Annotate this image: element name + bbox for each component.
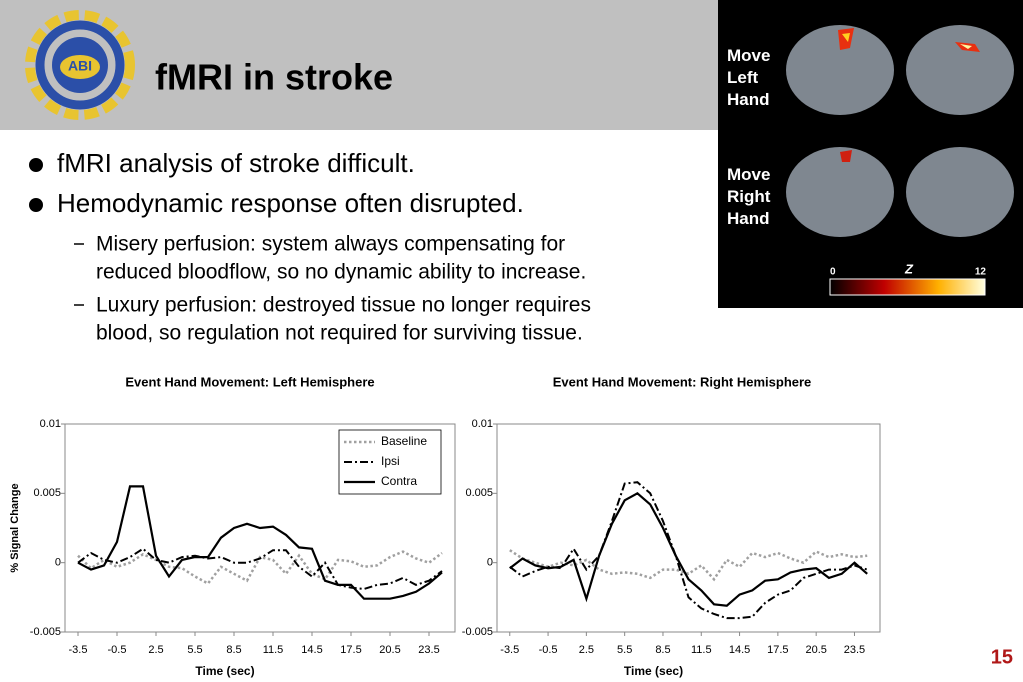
plot-frame — [496, 423, 881, 633]
series-line — [509, 481, 868, 620]
sub-bullet-text: Misery perfusion: system always compensa… — [96, 233, 565, 256]
page-number: 15 — [991, 646, 1013, 668]
logo: ABI — [25, 10, 135, 120]
x-tick-label: -3.5 — [500, 644, 519, 656]
series-line — [77, 485, 443, 600]
chart-title: Event Hand Movement: Left Hemisphere — [125, 374, 374, 389]
legend-label: Baseline — [381, 434, 427, 448]
colorbar-min: 0 — [830, 267, 836, 278]
y-axis-label: % Signal Change — [9, 483, 21, 572]
legend-label: Ipsi — [381, 454, 400, 468]
y-tick-label: 0 — [487, 557, 493, 569]
colorbar-max: 12 — [975, 267, 987, 278]
x-tick-label: 14.5 — [301, 644, 322, 656]
bullet-dot — [29, 158, 43, 172]
sub-bullet-text: blood, so regulation not required for su… — [96, 322, 583, 345]
bullet-dot — [29, 198, 43, 212]
chart: Event Hand Movement: Right Hemisphere 0.0… — [462, 374, 881, 678]
slide-title: fMRI in stroke — [155, 57, 393, 98]
series-line — [77, 547, 443, 591]
x-tick-label: 20.5 — [805, 644, 826, 656]
x-tick-label: 8.5 — [226, 644, 241, 656]
x-tick-label: 2.5 — [148, 644, 163, 656]
y-tick-label: 0.005 — [465, 487, 493, 499]
legend-label: Contra — [381, 474, 417, 488]
y-tick-label: 0.01 — [40, 418, 61, 430]
sub-bullet-text: Luxury perfusion: destroyed tissue no lo… — [96, 294, 591, 317]
y-tick-label: -0.005 — [30, 626, 61, 638]
x-axis-label: Time (sec) — [624, 664, 683, 678]
colorbar-label: Z — [904, 261, 914, 276]
series-line — [77, 550, 443, 586]
logo-text: ABI — [68, 58, 92, 74]
x-tick-label: 23.5 — [418, 644, 439, 656]
x-tick-label: 20.5 — [379, 644, 400, 656]
series-line — [509, 491, 868, 607]
x-tick-label: -0.5 — [539, 644, 558, 656]
y-tick-label: 0 — [55, 557, 61, 569]
x-tick-label: 11.5 — [691, 644, 712, 656]
x-tick-label: 5.5 — [187, 644, 202, 656]
bullet-text: fMRI analysis of stroke difficult. — [57, 148, 415, 178]
x-tick-label: 17.5 — [340, 644, 361, 656]
x-tick-label: 23.5 — [844, 644, 865, 656]
y-tick-label: -0.005 — [462, 626, 493, 638]
y-tick-label: 0.01 — [472, 418, 493, 430]
colorbar — [829, 278, 986, 296]
sub-bullet-text: reduced bloodflow, so no dynamic ability… — [96, 261, 586, 284]
bullet-text: Hemodynamic response often disrupted. — [57, 188, 524, 218]
x-tick-label: -0.5 — [108, 644, 127, 656]
x-tick-label: -3.5 — [69, 644, 88, 656]
x-tick-label: 17.5 — [767, 644, 788, 656]
brains — [786, 25, 1014, 237]
figure-row-label: Move Right Hand — [727, 165, 771, 228]
chart-title: Event Hand Movement: Right Hemisphere — [553, 374, 812, 389]
series-line — [509, 549, 868, 582]
y-tick-label: 0.005 — [33, 487, 61, 499]
x-tick-label: 5.5 — [617, 644, 632, 656]
x-tick-label: 14.5 — [729, 644, 750, 656]
figure-row-label: Move Left Hand — [727, 46, 770, 109]
chart: Event Hand Movement: Left Hemisphere 0.01… — [9, 374, 456, 678]
x-axis-label: Time (sec) — [195, 664, 254, 678]
x-tick-label: 2.5 — [579, 644, 594, 656]
x-tick-label: 11.5 — [263, 644, 284, 656]
x-tick-label: 8.5 — [655, 644, 670, 656]
plot-frame — [64, 423, 456, 633]
